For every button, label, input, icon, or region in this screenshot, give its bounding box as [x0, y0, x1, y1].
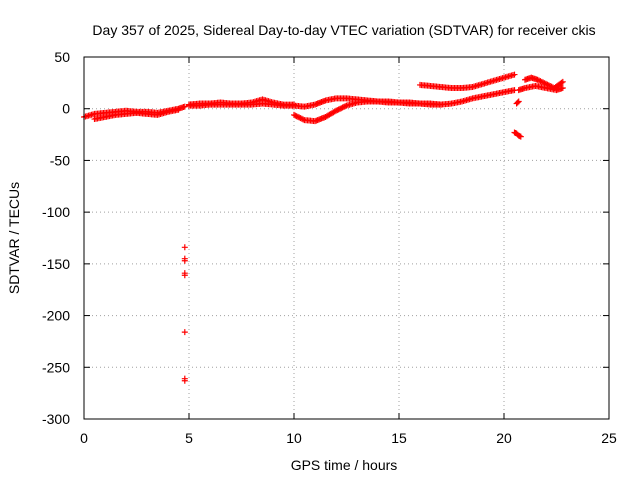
x-tick-labels: 0 5 10 15 20 25 — [80, 430, 617, 446]
data-point-marker — [298, 115, 305, 122]
data-point-marker — [333, 107, 339, 114]
data-point-marker — [181, 272, 188, 279]
data-point-marker — [292, 112, 299, 119]
data-point-marker — [544, 81, 551, 88]
x-tick-label: 15 — [391, 430, 407, 446]
y-tick-label: -100 — [42, 204, 70, 220]
data-point-marker — [511, 71, 518, 78]
x-tick-label: 20 — [496, 430, 512, 446]
data-point-marker — [181, 329, 188, 336]
data-point-marker — [300, 116, 307, 123]
chart-title: Day 357 of 2025, Sidereal Day-to-day VTE… — [92, 22, 595, 38]
data-point-marker — [517, 133, 524, 140]
y-tick-label: -300 — [42, 411, 70, 427]
y-tick-label: -250 — [42, 359, 70, 375]
data-point-marker — [175, 106, 182, 113]
data-point-marker — [297, 115, 304, 122]
data-point-marker — [537, 78, 544, 85]
y-axis-label: SDTVAR / TECUs — [6, 182, 22, 294]
data-point-marker — [296, 114, 303, 121]
data-point-marker — [559, 78, 566, 85]
y-tick-label: -150 — [42, 256, 70, 272]
data-point-marker — [181, 244, 188, 251]
data-point-marker — [293, 113, 300, 120]
data-point-marker — [339, 104, 346, 111]
data-point-marker — [342, 103, 349, 110]
data-point-marker — [438, 101, 444, 108]
data-point-marker — [335, 106, 342, 113]
x-tick-label: 0 — [80, 430, 88, 446]
data-point-marker — [181, 103, 188, 110]
y-tick-label: -200 — [42, 308, 70, 324]
y-tick-label: 0 — [62, 101, 70, 117]
x-tick-label: 25 — [601, 430, 617, 446]
axis-ticks — [83, 56, 610, 420]
data-point-marker — [291, 111, 297, 118]
data-point-marker — [336, 105, 343, 112]
data-point-marker — [181, 257, 188, 264]
data-point-marker — [547, 82, 554, 89]
data-point-marker — [294, 113, 301, 120]
data-point-marker — [540, 79, 547, 86]
x-tick-label: 10 — [286, 430, 302, 446]
data-point-marker — [514, 99, 521, 106]
y-tick-labels: 50 0 -50 -100 -150 -200 -250 -300 — [42, 49, 70, 427]
data-point-marker — [334, 107, 341, 114]
y-tick-label: -50 — [50, 152, 70, 168]
data-point-marker — [181, 377, 188, 384]
x-tick-label: 5 — [185, 430, 193, 446]
y-tick-label: 50 — [54, 49, 70, 65]
data-point-marker — [558, 79, 565, 86]
data-points — [81, 71, 566, 384]
data-point-marker — [559, 85, 566, 92]
plot-frame — [83, 56, 610, 420]
data-point-marker — [338, 105, 345, 112]
data-point-marker — [340, 103, 347, 110]
x-axis-label: GPS time / hours — [291, 457, 398, 473]
data-point-marker — [515, 98, 522, 105]
